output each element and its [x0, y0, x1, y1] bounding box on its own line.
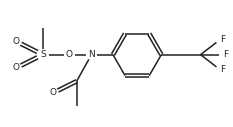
Text: O: O: [13, 37, 20, 46]
Text: O: O: [50, 89, 57, 98]
Text: F: F: [223, 50, 228, 59]
Text: S: S: [40, 50, 46, 59]
Text: N: N: [88, 50, 95, 59]
Text: F: F: [220, 35, 225, 44]
Text: F: F: [220, 65, 225, 74]
Text: O: O: [13, 63, 20, 72]
Text: O: O: [66, 50, 73, 59]
